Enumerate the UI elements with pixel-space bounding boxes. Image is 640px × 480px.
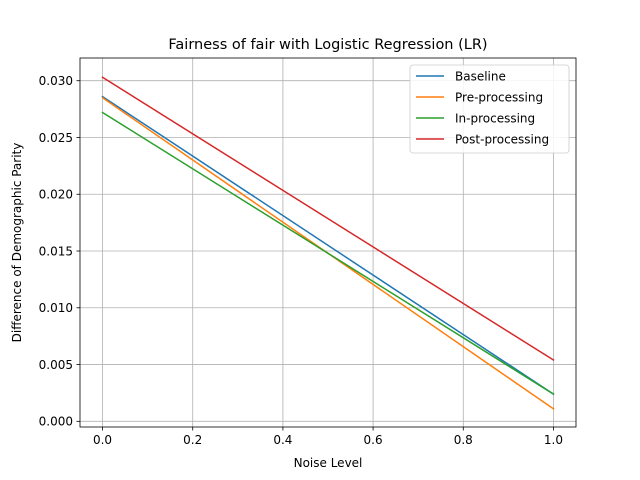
- y-tick-label: 0.030: [39, 74, 73, 88]
- chart-title: Fairness of fair with Logistic Regressio…: [168, 37, 487, 53]
- x-tick-label: 0.0: [93, 433, 112, 447]
- x-axis-ticks: 0.0 0.2 0.4 0.6 0.8 1.0: [93, 427, 563, 447]
- y-tick-label: 0.005: [39, 358, 73, 372]
- legend-label-post-processing: Post-processing: [455, 132, 549, 146]
- plot-area-frame: [79, 57, 577, 428]
- legend-label-pre-processing: Pre-processing: [455, 90, 543, 104]
- x-tick-label: 0.6: [364, 433, 383, 447]
- grid-lines: [80, 58, 576, 427]
- x-tick-label: 0.4: [273, 433, 292, 447]
- x-tick-label: 0.8: [454, 433, 473, 447]
- legend-label-in-processing: In-processing: [455, 111, 535, 125]
- y-axis-ticks: 0.000 0.005 0.010 0.015 0.020 0.025 0.030: [39, 74, 80, 429]
- series-line-baseline: [101, 95, 555, 396]
- series-line-in-processing: [101, 111, 555, 396]
- y-tick-label: 0.010: [39, 301, 73, 315]
- series-line-post-processing: [101, 76, 555, 362]
- y-axis-label: Difference of Demographic Parity: [10, 143, 24, 343]
- x-tick-label: 1.0: [544, 433, 563, 447]
- x-axis-label: Noise Level: [294, 456, 363, 470]
- legend-box: [409, 64, 570, 154]
- legend: Baseline Pre-processing In-processing Post-…: [409, 64, 570, 154]
- x-tick-label: 0.2: [183, 433, 202, 447]
- y-tick-label: 0.000: [39, 415, 73, 429]
- y-tick-label: 0.025: [39, 131, 73, 145]
- y-tick-label: 0.015: [39, 244, 73, 258]
- legend-label-baseline: Baseline: [455, 69, 506, 83]
- y-tick-label: 0.020: [39, 188, 73, 202]
- series-lines: [101, 76, 555, 410]
